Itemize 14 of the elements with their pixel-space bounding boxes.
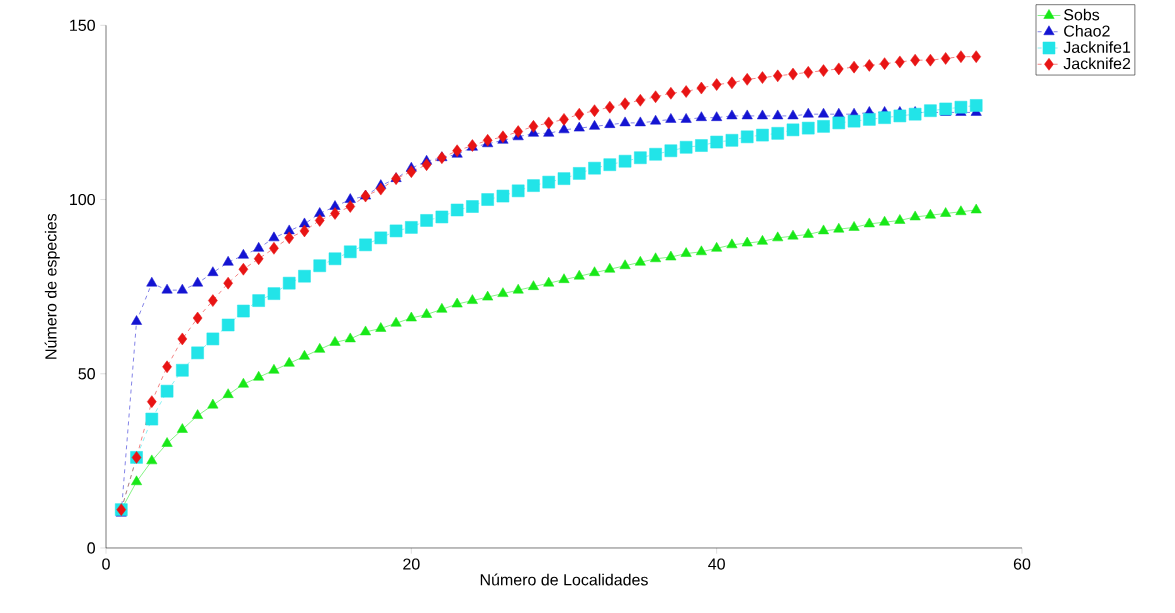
legend-label: Chao2 (1064, 24, 1110, 37)
legend-label: Jacknife2 (1063, 57, 1131, 70)
x-tick-label: 20 (403, 558, 420, 570)
y-tick-label: 50 (78, 368, 95, 380)
y-tick-label: 0 (87, 542, 95, 554)
legend-label: Sobs (1064, 8, 1100, 21)
y-axis-title: Número de especies (44, 213, 60, 359)
x-tick-label: 60 (1013, 558, 1031, 570)
y-tick-label: 150 (70, 19, 95, 31)
x-axis-title: Número de Localidades (480, 573, 648, 586)
y-tick-label: 100 (70, 193, 95, 206)
legend-label: Jacknife1 (1063, 41, 1131, 53)
x-tick-label: 0 (102, 558, 110, 570)
x-tick-label: 40 (708, 558, 725, 570)
